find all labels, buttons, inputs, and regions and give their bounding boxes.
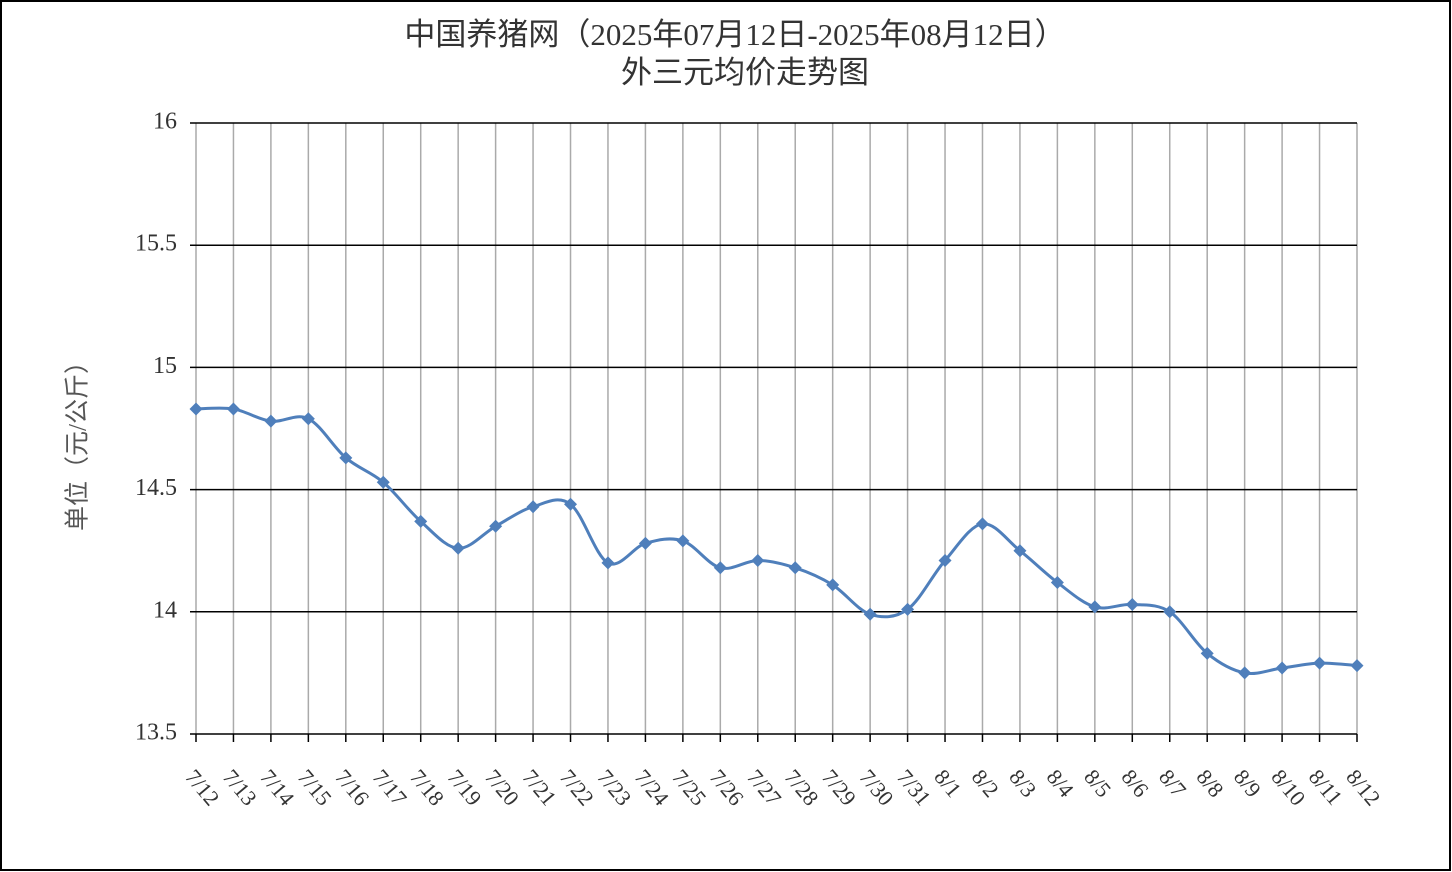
data-point bbox=[901, 602, 915, 616]
data-point bbox=[376, 475, 390, 489]
data-point bbox=[1088, 600, 1102, 614]
data-point bbox=[564, 497, 578, 511]
data-point bbox=[1163, 605, 1177, 619]
data-point bbox=[1313, 656, 1327, 670]
y-tick-label: 13.5 bbox=[135, 720, 177, 746]
data-point bbox=[713, 561, 727, 575]
y-tick-label: 14 bbox=[153, 597, 177, 623]
data-point bbox=[339, 451, 353, 465]
y-tick-label: 15.5 bbox=[135, 231, 177, 257]
data-point bbox=[1013, 544, 1027, 558]
data-point bbox=[189, 402, 203, 416]
y-tick-label: 16 bbox=[153, 109, 177, 135]
chart-subtitle: 外三元均价走势图 bbox=[621, 55, 869, 90]
data-point bbox=[489, 519, 503, 533]
data-point bbox=[1275, 661, 1289, 675]
data-point bbox=[751, 553, 765, 567]
data-point bbox=[1050, 575, 1064, 589]
y-tick-label: 14.5 bbox=[135, 475, 177, 501]
data-point bbox=[788, 561, 802, 575]
chart-title: 中国养猪网（2025年07月12日-2025年08月12日） bbox=[404, 17, 1065, 52]
data-point bbox=[676, 534, 690, 548]
data-point bbox=[264, 414, 278, 428]
data-point bbox=[414, 514, 428, 528]
data-point bbox=[1200, 646, 1214, 660]
data-point bbox=[601, 556, 615, 570]
data-point bbox=[638, 536, 652, 550]
y-tick-label: 15 bbox=[153, 353, 177, 379]
data-point bbox=[526, 500, 540, 514]
data-point bbox=[301, 412, 315, 426]
data-point bbox=[1125, 597, 1139, 611]
data-point bbox=[863, 607, 877, 621]
data-point bbox=[826, 578, 840, 592]
data-point bbox=[1350, 659, 1364, 673]
data-point bbox=[1238, 666, 1252, 680]
data-point bbox=[975, 517, 989, 531]
data-point bbox=[938, 553, 952, 567]
y-axis-label: 单位（元/公斤） bbox=[64, 349, 92, 531]
data-point bbox=[226, 402, 240, 416]
data-point bbox=[451, 541, 465, 555]
